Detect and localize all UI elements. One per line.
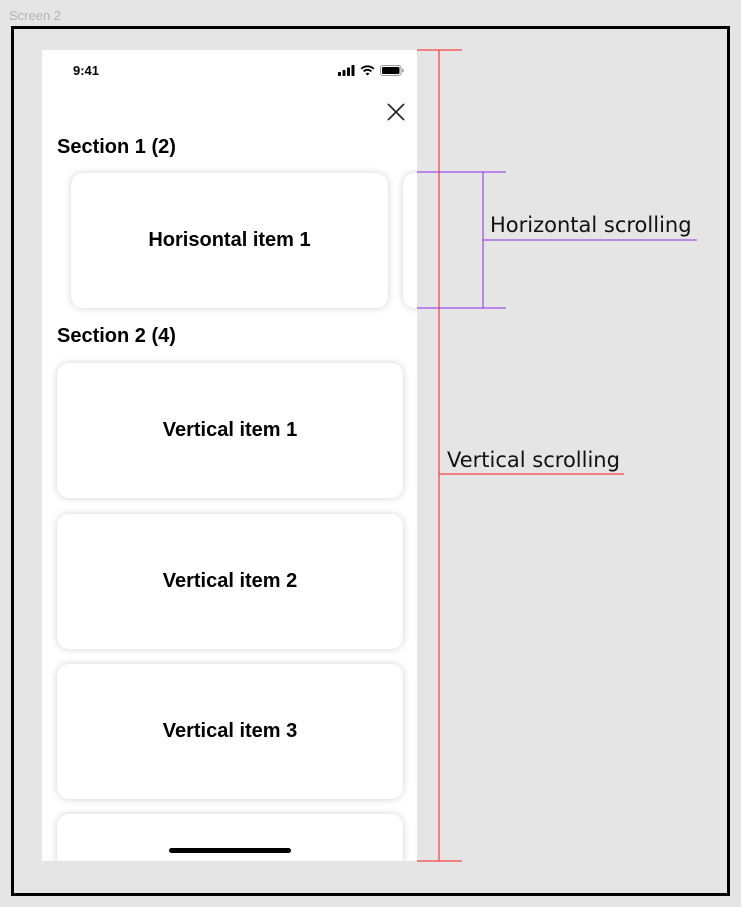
vertical-item-card[interactable]: [57, 814, 403, 861]
card-label: Vertical item 2: [162, 570, 298, 592]
frame-label: Screen 2: [9, 8, 62, 23]
signal-icon: [338, 65, 355, 76]
horizontal-scroll-label: Horizontal scrolling: [490, 213, 692, 237]
vertical-item-card[interactable]: Vertical item 3: [57, 664, 403, 799]
phone-screen: 9:41 Section 1 (2) Horisontal item 1 Sec…: [42, 50, 417, 861]
wifi-icon: [360, 65, 375, 76]
horizontal-item-card[interactable]: Horisontal item 1: [71, 173, 388, 308]
close-button[interactable]: [386, 102, 406, 122]
section-title: Section 1 (2): [57, 136, 176, 158]
section-title: Section 2 (4): [57, 325, 176, 347]
status-time: 9:41: [73, 63, 100, 78]
status-icons: [338, 65, 404, 76]
vertical-item-card[interactable]: Vertical item 2: [57, 514, 403, 649]
horizontal-item-card[interactable]: [403, 173, 417, 308]
home-indicator: [169, 848, 291, 853]
vertical-scroll-label: Vertical scrolling: [447, 448, 620, 472]
battery-icon: [380, 65, 404, 76]
card-label: Horisontal item 1: [148, 229, 311, 251]
card-label: Vertical item 1: [162, 419, 298, 441]
vertical-item-card[interactable]: Vertical item 1: [57, 363, 403, 498]
card-label: Vertical item 3: [162, 720, 298, 742]
close-icon: [387, 103, 405, 121]
